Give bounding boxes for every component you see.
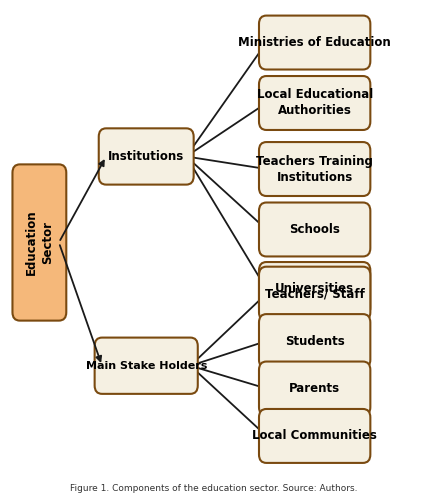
Text: Universities: Universities: [275, 282, 354, 296]
Text: Schools: Schools: [289, 223, 340, 236]
FancyBboxPatch shape: [12, 164, 66, 320]
FancyBboxPatch shape: [99, 128, 193, 184]
Text: Local Communities: Local Communities: [252, 430, 377, 442]
FancyBboxPatch shape: [259, 16, 370, 70]
FancyBboxPatch shape: [259, 76, 370, 130]
Text: Students: Students: [285, 334, 345, 347]
FancyBboxPatch shape: [259, 262, 370, 316]
FancyBboxPatch shape: [259, 314, 370, 368]
Text: Main Stake Holders: Main Stake Holders: [86, 360, 207, 370]
Text: Education
Sector: Education Sector: [25, 210, 54, 276]
FancyBboxPatch shape: [259, 266, 370, 320]
Text: Parents: Parents: [289, 382, 340, 395]
FancyBboxPatch shape: [259, 362, 370, 416]
Text: Teachers Training
Institutions: Teachers Training Institutions: [256, 154, 373, 184]
FancyBboxPatch shape: [259, 142, 370, 196]
Text: Ministries of Education: Ministries of Education: [238, 36, 391, 49]
FancyBboxPatch shape: [259, 202, 370, 256]
Text: Local Educational
Authorities: Local Educational Authorities: [256, 88, 373, 118]
Text: Teachers/ Staff: Teachers/ Staff: [265, 287, 365, 300]
Text: Figure 1. Components of the education sector. Source: Authors.: Figure 1. Components of the education se…: [70, 484, 358, 494]
Text: Institutions: Institutions: [108, 150, 184, 163]
FancyBboxPatch shape: [259, 409, 370, 463]
FancyBboxPatch shape: [95, 338, 198, 394]
